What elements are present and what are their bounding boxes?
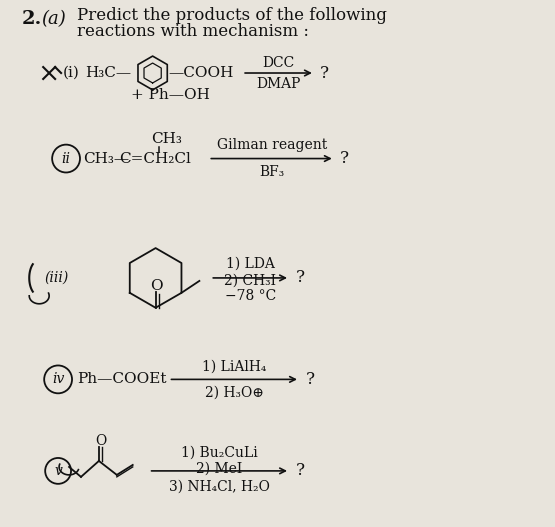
Text: (a): (a) <box>41 11 66 28</box>
Text: 3) NH₄Cl, H₂O: 3) NH₄Cl, H₂O <box>169 480 270 494</box>
Text: ?: ? <box>340 150 349 167</box>
Text: 1) LiAlH₄: 1) LiAlH₄ <box>202 359 266 374</box>
Text: Gilman reagent: Gilman reagent <box>217 138 327 152</box>
Text: ii: ii <box>62 152 70 165</box>
Text: v: v <box>54 464 62 478</box>
Text: O: O <box>95 434 107 448</box>
Text: 2) MeI: 2) MeI <box>196 462 243 476</box>
Text: Predict the products of the following: Predict the products of the following <box>77 7 387 24</box>
Text: C=CH₂Cl: C=CH₂Cl <box>119 152 191 165</box>
Text: 1) LDA: 1) LDA <box>226 257 275 271</box>
Text: (i): (i) <box>63 66 80 80</box>
Text: DCC: DCC <box>262 56 294 70</box>
Text: DMAP: DMAP <box>256 77 300 91</box>
Text: 2) CH₃I: 2) CH₃I <box>224 274 276 288</box>
Text: H₃C—: H₃C— <box>85 66 131 80</box>
Text: BF₃: BF₃ <box>259 165 285 180</box>
Text: ?: ? <box>320 64 329 82</box>
Text: —COOH: —COOH <box>169 66 234 80</box>
Text: + Ph—OH: + Ph—OH <box>131 88 210 102</box>
Text: iv: iv <box>52 373 64 386</box>
Text: ?: ? <box>306 371 315 388</box>
Text: 2) H₃O⊕: 2) H₃O⊕ <box>205 385 264 399</box>
Text: CH₃—: CH₃— <box>83 152 129 165</box>
Text: Ph—COOEt: Ph—COOEt <box>77 373 166 386</box>
Text: O: O <box>150 279 163 293</box>
Text: CH₃: CH₃ <box>150 132 181 145</box>
Text: ?: ? <box>296 269 305 286</box>
Text: 2.: 2. <box>21 11 42 28</box>
Text: −78 °C: −78 °C <box>225 289 276 303</box>
Text: 1) Bu₂CuLi: 1) Bu₂CuLi <box>181 446 258 460</box>
Text: (iii): (iii) <box>44 271 68 285</box>
Text: ?: ? <box>296 462 305 480</box>
Text: reactions with mechanism :: reactions with mechanism : <box>77 23 309 40</box>
